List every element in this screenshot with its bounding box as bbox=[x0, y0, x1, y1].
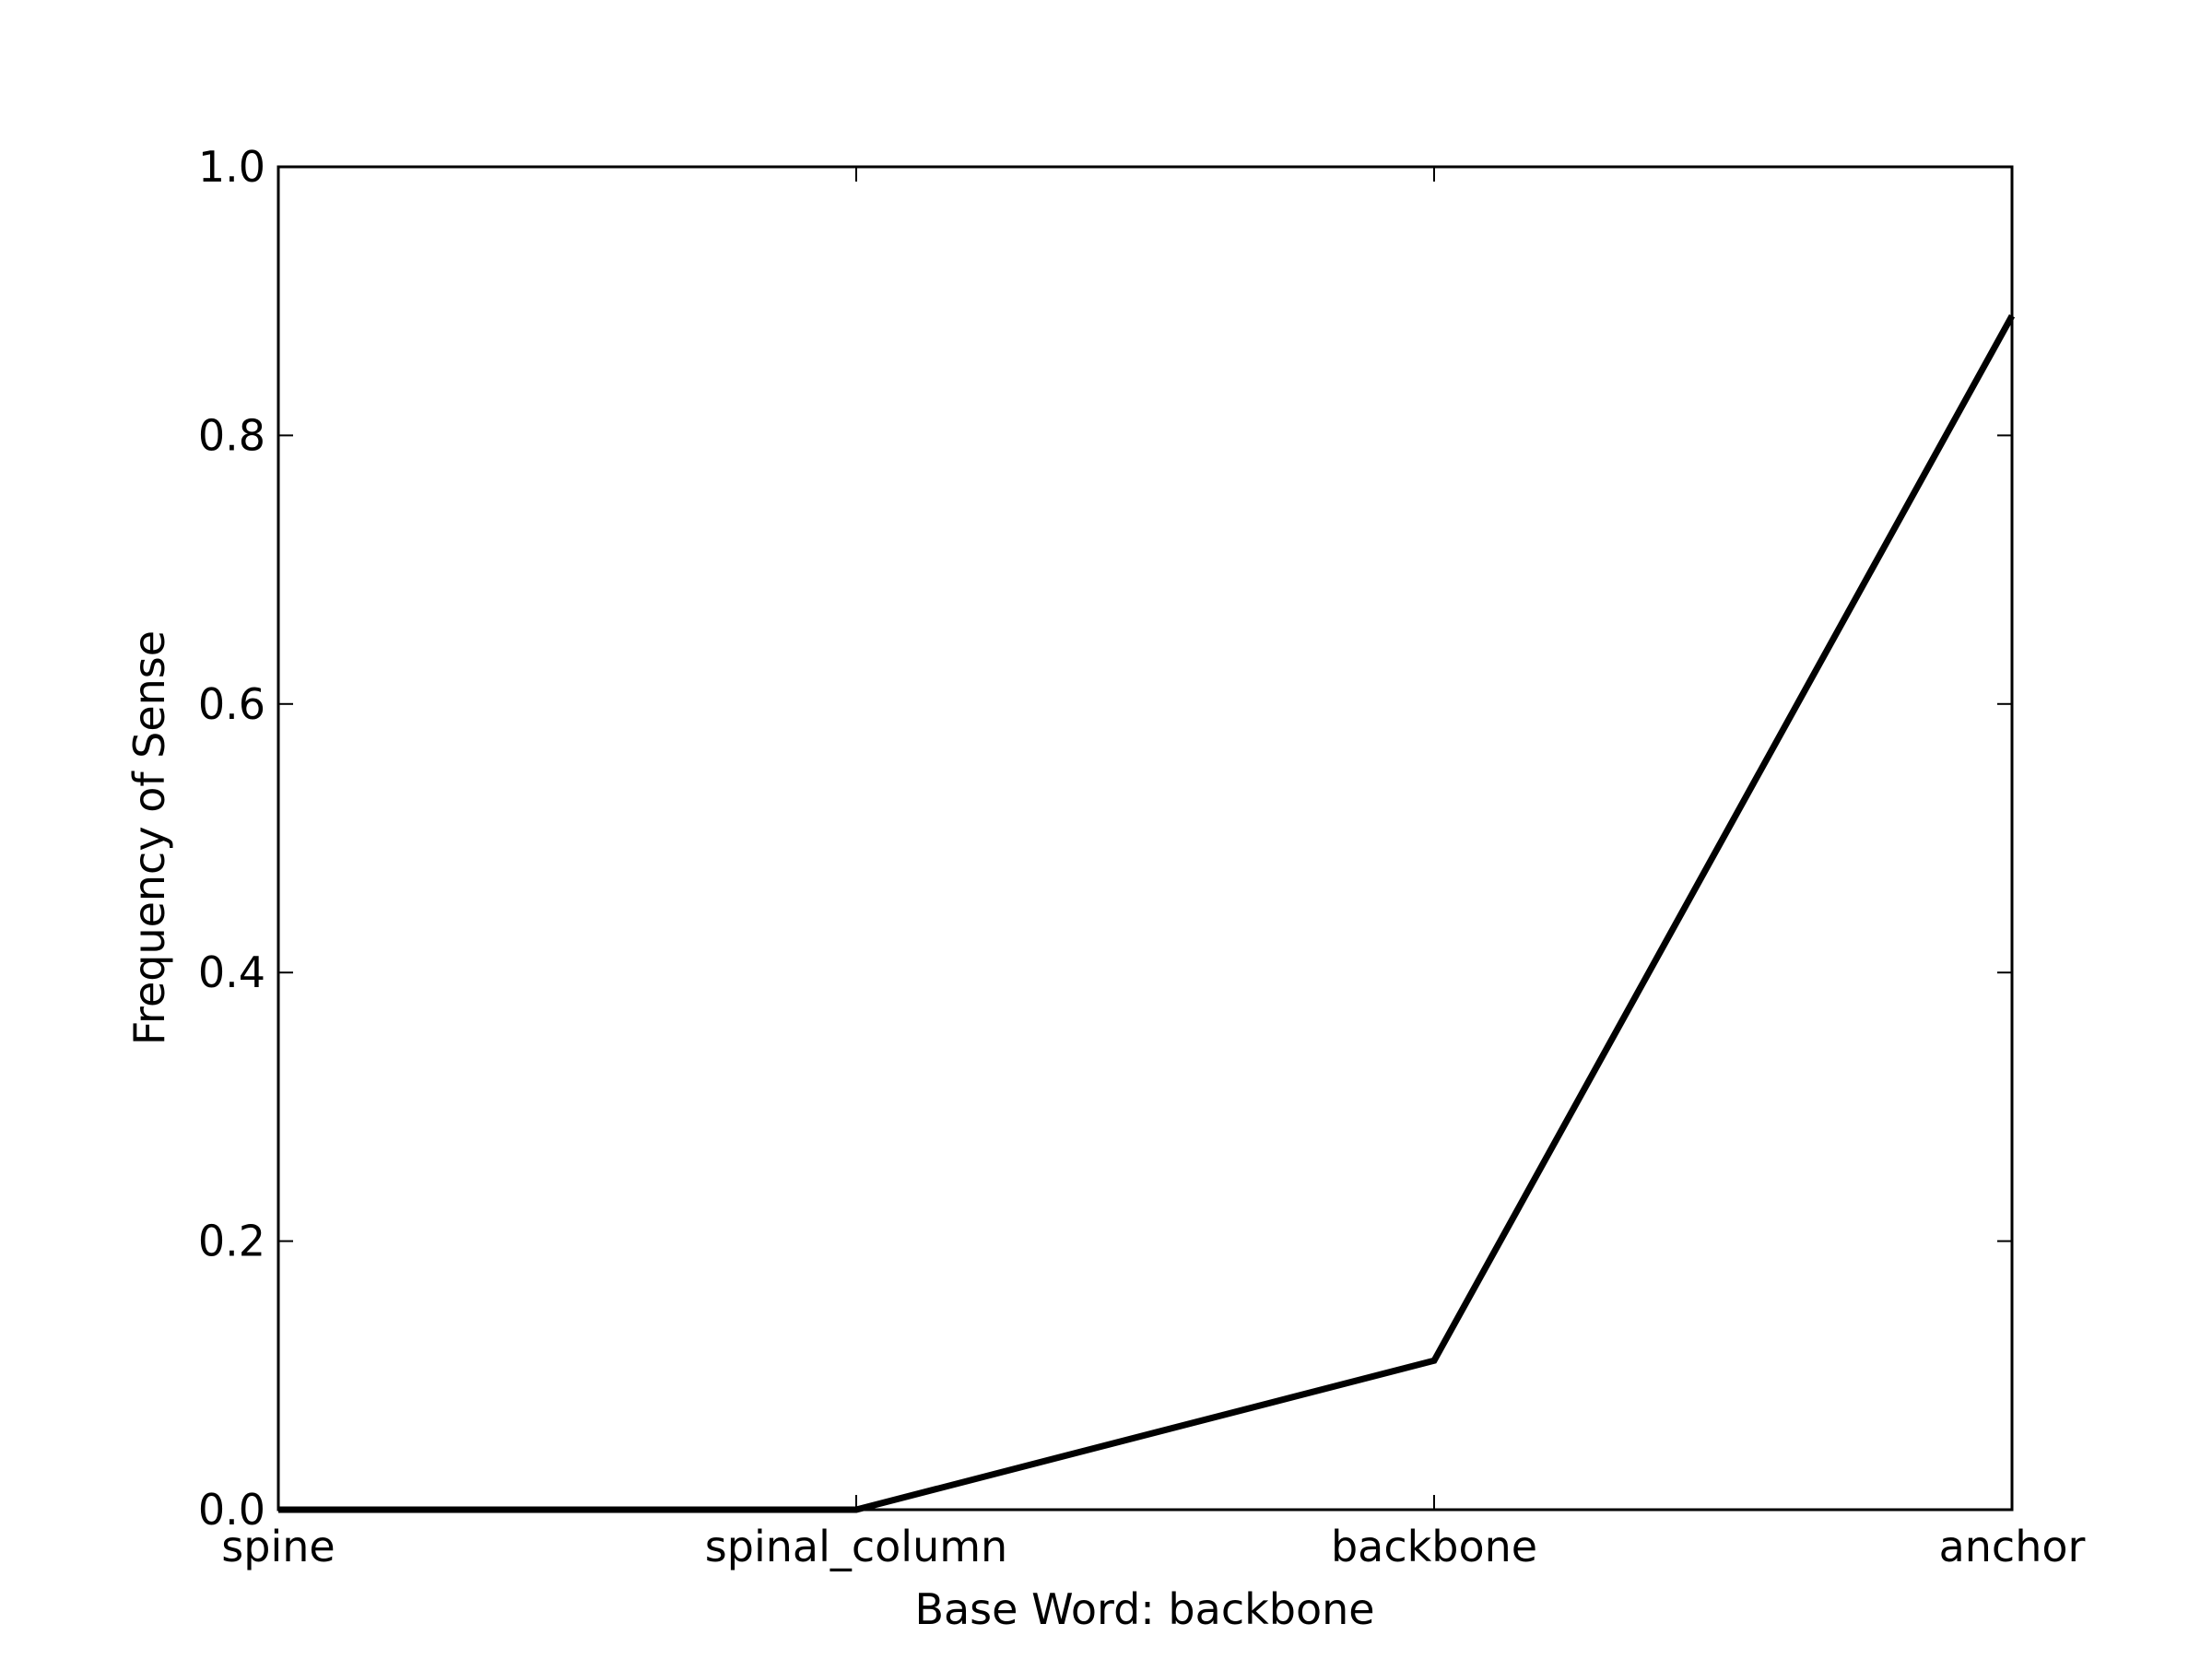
y-tick-label: 0.4 bbox=[198, 947, 265, 997]
x-tick-label: spinal_column bbox=[705, 1522, 1007, 1571]
x-tick-label: anchor bbox=[1939, 1522, 2086, 1571]
x-tick-label: spine bbox=[221, 1522, 335, 1571]
y-tick-label: 0.6 bbox=[198, 679, 265, 729]
y-tick-label: 1.0 bbox=[198, 142, 265, 192]
y-tick-labels: 0.0 0.2 0.4 0.6 0.8 1.0 bbox=[198, 142, 265, 1535]
x-tick-labels: spine spinal_column backbone anchor bbox=[221, 1522, 2085, 1571]
x-tick-label: backbone bbox=[1331, 1522, 1537, 1571]
y-tick-label: 0.0 bbox=[198, 1485, 265, 1535]
y-axis-label: Frequency of Sense bbox=[124, 630, 174, 1045]
y-tick-label: 0.8 bbox=[198, 410, 265, 460]
plot-frame bbox=[276, 165, 2014, 1512]
x-axis-label: Base Word: backbone bbox=[914, 1584, 1374, 1634]
y-tick-label: 0.2 bbox=[198, 1217, 265, 1266]
